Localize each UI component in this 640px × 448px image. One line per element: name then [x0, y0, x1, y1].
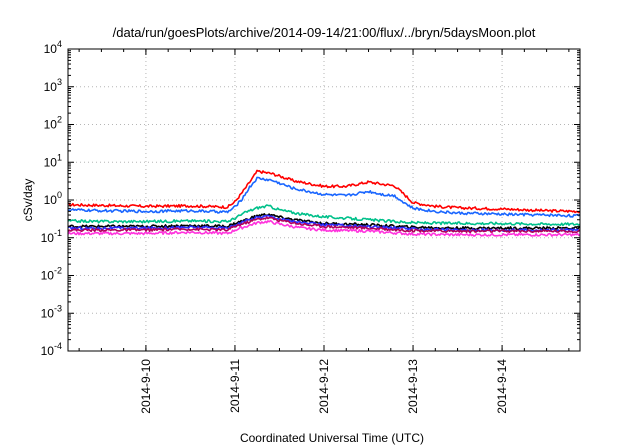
x-tick-labels: 2014-9-10 2014-9-11 2014-9-12 2014-9-13 2014… — [139, 359, 509, 414]
series-line — [67, 176, 581, 218]
x-tick-label: 2014-9-13 — [406, 359, 420, 414]
y-tick-base: 10 — [44, 42, 58, 56]
y-tick-base: 10 — [44, 118, 58, 132]
y-axis-label: cSv/day — [21, 179, 35, 222]
series-line — [67, 219, 581, 237]
y-tick-label: 102 — [44, 115, 62, 132]
y-tick-label: 10-2 — [41, 266, 62, 283]
y-tick-exponent: -4 — [54, 341, 62, 351]
y-tick-label: 104 — [44, 39, 62, 56]
y-tick-label: 10-1 — [41, 228, 62, 245]
y-tick-exponent: 1 — [57, 152, 62, 162]
x-axis-label: Coordinated Universal Time (UTC) — [240, 431, 424, 445]
y-tick-base: 10 — [44, 193, 58, 207]
y-tick-label: 10-3 — [41, 303, 62, 320]
y-tick-base: 10 — [44, 80, 58, 94]
y-tick-base: 10 — [44, 155, 58, 169]
grid — [68, 49, 580, 351]
y-tick-exponent: 3 — [57, 77, 62, 87]
y-tick-base: 10 — [41, 231, 55, 245]
x-tick-label: 2014-9-11 — [228, 359, 242, 413]
y-tick-base: 10 — [41, 344, 55, 358]
y-tick-exponent: -2 — [54, 266, 62, 276]
series-line — [67, 216, 581, 234]
y-tick-label: 101 — [44, 152, 62, 169]
x-tick-label: 2014-9-10 — [139, 359, 153, 414]
y-tick-exponent: -1 — [54, 228, 62, 238]
x-tick-label: 2014-9-14 — [495, 359, 509, 414]
y-tick-label: 100 — [44, 190, 62, 207]
y-tick-exponent: -3 — [54, 303, 62, 313]
y-tick-base: 10 — [41, 269, 55, 283]
y-tick-exponent: 2 — [57, 115, 62, 125]
y-tick-base: 10 — [41, 306, 55, 320]
chart-title: /data/run/goesPlots/archive/2014-09-14/2… — [113, 25, 536, 40]
series-line — [67, 204, 581, 227]
y-tick-label: 10-4 — [41, 341, 62, 358]
ticks — [68, 48, 580, 352]
y-tick-exponent: 4 — [57, 39, 62, 49]
series-line — [67, 213, 581, 231]
y-tick-exponent: 0 — [57, 190, 62, 200]
series-line — [67, 169, 581, 214]
y-tick-label: 103 — [44, 77, 62, 94]
series-group — [67, 169, 581, 237]
x-tick-label: 2014-9-12 — [317, 359, 331, 414]
